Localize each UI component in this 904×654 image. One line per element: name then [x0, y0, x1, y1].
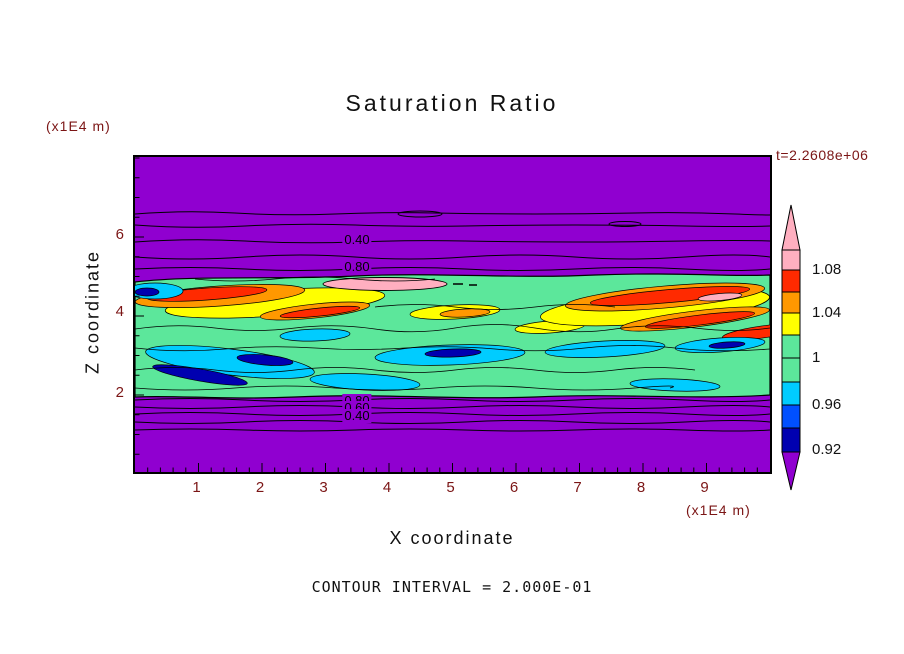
colorbar-segment [781, 357, 801, 383]
contour-value-label: 0.40 [342, 408, 372, 423]
colorbar-segment [781, 334, 801, 359]
x-tick-label: 8 [636, 479, 646, 496]
x-tick-label: 9 [700, 479, 709, 496]
x-tick-label: 4 [382, 479, 392, 496]
x-tick-label: 1 [192, 479, 201, 496]
x-tick-label: 6 [509, 479, 519, 496]
colorbar-segment [781, 427, 801, 453]
x-axis-unit: (x1E4 m) [686, 502, 751, 518]
colorbar-segment [781, 269, 801, 293]
colorbar-tick-label: 1 [812, 349, 821, 366]
colorbar-segment [781, 381, 801, 406]
colorbar-segment [781, 451, 801, 491]
x-tick-label: 5 [446, 479, 455, 496]
contour-interval-note: CONTOUR INTERVAL = 2.000E-01 [311, 578, 593, 596]
x-tick-label: 7 [573, 479, 582, 496]
colorbar-segment [781, 291, 801, 314]
colorbar-segment [781, 404, 801, 429]
x-tick-label: 2 [255, 479, 265, 496]
band-contour-lines [135, 276, 770, 391]
colorbar-segment [781, 312, 801, 336]
contour-field [135, 157, 770, 472]
colorbar-segment [781, 249, 801, 271]
colorbar [781, 204, 801, 491]
lower-contour-lines [135, 398, 770, 432]
colorbar-segment [781, 204, 801, 251]
z-tick-label: 6 [115, 226, 124, 243]
colorbar-tick-label: 1.04 [812, 304, 842, 321]
z-tick-label: 2 [115, 384, 124, 401]
colorbar-tick-label: 0.96 [812, 396, 842, 413]
x-axis-title: X coordinate [389, 528, 515, 548]
time-annotation: t=2.2608e+06 [776, 147, 869, 163]
colorbar-tick-label: 0.92 [812, 441, 842, 458]
upper-contour-lines [135, 210, 770, 271]
plot-area [133, 155, 772, 474]
contour-value-label: 0.80 [342, 259, 372, 274]
z-tick-label: 4 [115, 303, 124, 320]
contour-value-label: 0.40 [342, 232, 372, 247]
z-axis-unit: (x1E4 m) [46, 118, 111, 134]
chart-title: Saturation Ratio [345, 90, 559, 116]
x-tick-label: 3 [319, 479, 328, 496]
colorbar-tick-label: 1.08 [812, 261, 842, 278]
